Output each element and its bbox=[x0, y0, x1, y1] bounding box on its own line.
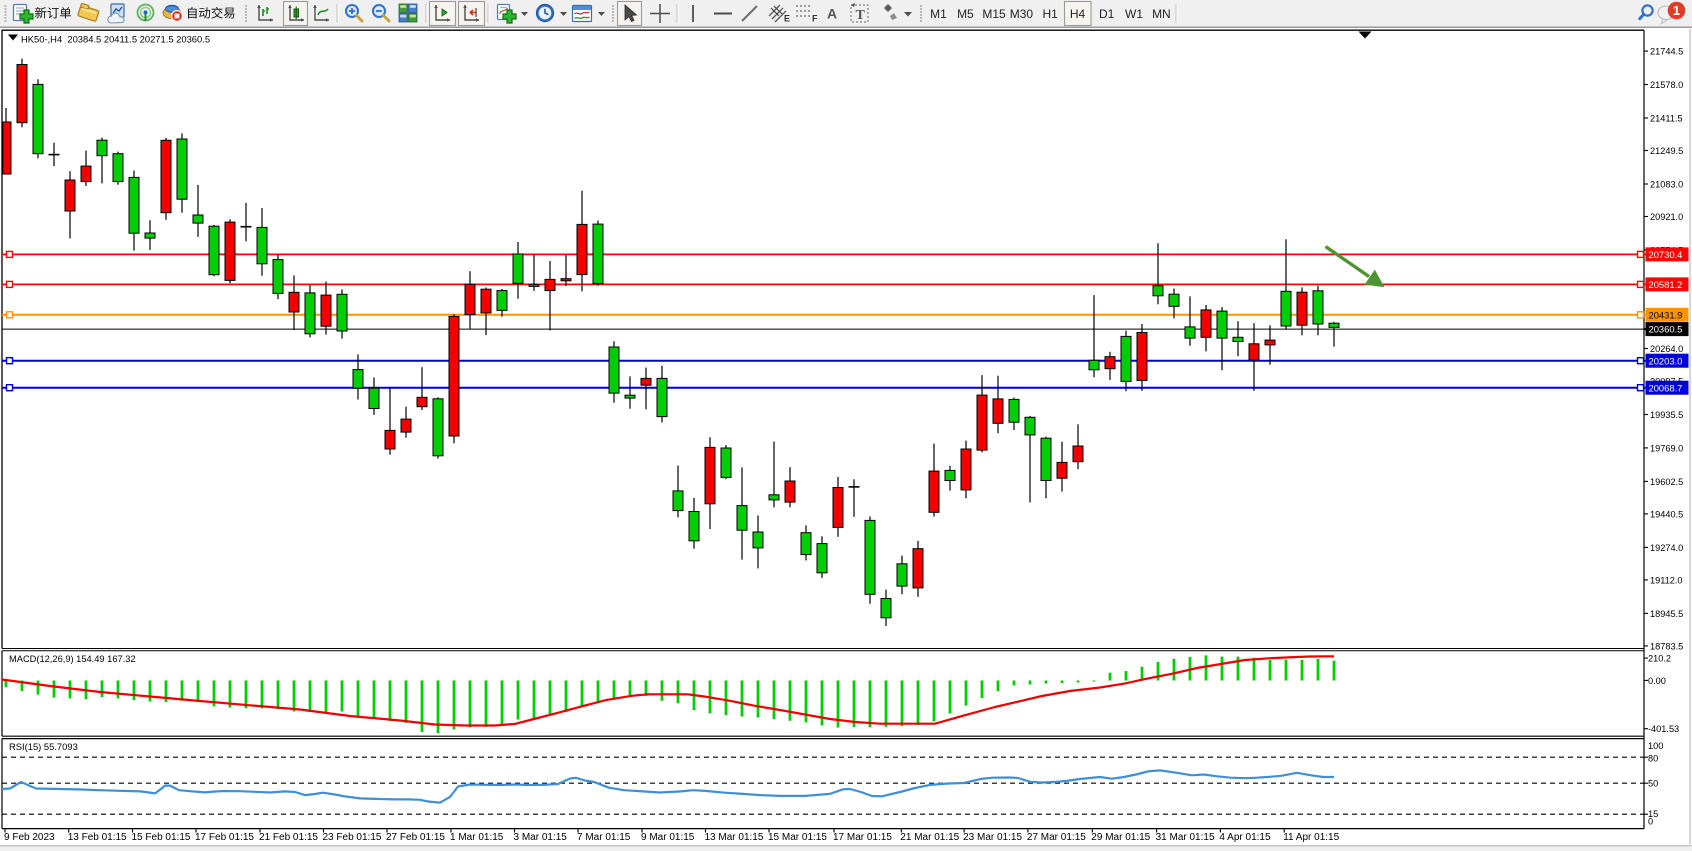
svg-text:M30: M30 bbox=[1010, 7, 1034, 21]
svg-text:MACD(12,26,9) 154.49 167.32: MACD(12,26,9) 154.49 167.32 bbox=[9, 654, 136, 664]
svg-text:11 Apr 01:15: 11 Apr 01:15 bbox=[1283, 832, 1339, 843]
svg-text:21578.0: 21578.0 bbox=[1650, 80, 1683, 90]
svg-text:21083.0: 21083.0 bbox=[1650, 180, 1683, 190]
svg-text:MN: MN bbox=[1152, 7, 1171, 21]
svg-text:20431.9: 20431.9 bbox=[1649, 309, 1683, 320]
svg-text:19274.0: 19274.0 bbox=[1650, 543, 1683, 553]
svg-text:80: 80 bbox=[1648, 753, 1658, 763]
svg-text:17 Mar 01:15: 17 Mar 01:15 bbox=[833, 832, 892, 843]
svg-text:H4: H4 bbox=[1070, 7, 1086, 21]
svg-text:23 Mar 01:15: 23 Mar 01:15 bbox=[963, 832, 1022, 843]
svg-text:19112.0: 19112.0 bbox=[1650, 575, 1683, 585]
svg-text:M15: M15 bbox=[982, 7, 1006, 21]
svg-text:31 Mar 01:15: 31 Mar 01:15 bbox=[1156, 832, 1215, 843]
svg-text:9 Mar 01:15: 9 Mar 01:15 bbox=[641, 832, 695, 843]
svg-text:210.2: 210.2 bbox=[1648, 654, 1671, 664]
svg-text:27 Feb 01:15: 27 Feb 01:15 bbox=[386, 832, 445, 843]
svg-text:18783.5: 18783.5 bbox=[1650, 641, 1683, 651]
svg-text:21411.5: 21411.5 bbox=[1650, 114, 1683, 124]
svg-text:15 Mar 01:15: 15 Mar 01:15 bbox=[768, 832, 827, 843]
svg-text:20581.2: 20581.2 bbox=[1649, 279, 1683, 290]
svg-text:0.00: 0.00 bbox=[1648, 676, 1666, 686]
svg-text:M5: M5 bbox=[957, 7, 974, 21]
svg-text:3 Mar 01:15: 3 Mar 01:15 bbox=[514, 832, 568, 843]
svg-text:20264.0: 20264.0 bbox=[1650, 344, 1683, 354]
svg-text:20068.7: 20068.7 bbox=[1649, 382, 1683, 393]
svg-text:29 Mar 01:15: 29 Mar 01:15 bbox=[1091, 832, 1150, 843]
svg-text:1 Mar 01:15: 1 Mar 01:15 bbox=[450, 832, 504, 843]
svg-text:13 Mar 01:15: 13 Mar 01:15 bbox=[705, 832, 764, 843]
svg-text:18945.5: 18945.5 bbox=[1650, 609, 1683, 619]
svg-text:15: 15 bbox=[1648, 809, 1658, 819]
svg-text:19935.5: 19935.5 bbox=[1650, 410, 1683, 420]
svg-text:20730.4: 20730.4 bbox=[1649, 249, 1683, 260]
svg-text:W1: W1 bbox=[1125, 7, 1143, 21]
svg-text:A: A bbox=[827, 6, 837, 22]
svg-text:100: 100 bbox=[1648, 741, 1663, 751]
svg-text:T: T bbox=[856, 8, 866, 23]
svg-text:27 Mar 01:15: 27 Mar 01:15 bbox=[1027, 832, 1086, 843]
svg-text:0: 0 bbox=[1648, 816, 1653, 826]
svg-text:9 Feb 2023: 9 Feb 2023 bbox=[4, 832, 55, 843]
svg-text:21 Feb 01:15: 21 Feb 01:15 bbox=[259, 832, 318, 843]
svg-text:21249.5: 21249.5 bbox=[1650, 146, 1683, 156]
svg-text:7 Mar 01:15: 7 Mar 01:15 bbox=[577, 832, 631, 843]
svg-text:1: 1 bbox=[1673, 3, 1680, 18]
svg-text:13 Feb 01:15: 13 Feb 01:15 bbox=[68, 832, 127, 843]
svg-text:21 Mar 01:15: 21 Mar 01:15 bbox=[900, 832, 959, 843]
svg-text:H1: H1 bbox=[1043, 7, 1059, 21]
svg-text:20921.0: 20921.0 bbox=[1650, 212, 1683, 222]
svg-text:M1: M1 bbox=[930, 7, 947, 21]
svg-text:E: E bbox=[784, 14, 790, 24]
svg-text:D1: D1 bbox=[1099, 7, 1115, 21]
svg-text:50: 50 bbox=[1648, 779, 1658, 789]
svg-text:20360.5: 20360.5 bbox=[1649, 324, 1683, 335]
svg-text:19602.5: 19602.5 bbox=[1650, 477, 1683, 487]
svg-text:-401.53: -401.53 bbox=[1648, 724, 1679, 734]
svg-text:19769.0: 19769.0 bbox=[1650, 443, 1683, 453]
svg-text:21744.5: 21744.5 bbox=[1650, 47, 1683, 57]
svg-text:19440.5: 19440.5 bbox=[1650, 509, 1683, 519]
svg-text:20203.0: 20203.0 bbox=[1649, 355, 1683, 366]
svg-text:17 Feb 01:15: 17 Feb 01:15 bbox=[195, 832, 254, 843]
svg-text:15 Feb 01:15: 15 Feb 01:15 bbox=[132, 832, 191, 843]
svg-text:4 Apr 01:15: 4 Apr 01:15 bbox=[1219, 832, 1271, 843]
svg-text:HK50-,H4 20384.5 20411.5 2027: HK50-,H4 20384.5 20411.5 20271.5 20360.5 bbox=[21, 33, 210, 44]
svg-text:F: F bbox=[812, 14, 818, 24]
svg-text:RSI(15) 55.7093: RSI(15) 55.7093 bbox=[9, 741, 78, 752]
svg-text:23 Feb 01:15: 23 Feb 01:15 bbox=[323, 832, 382, 843]
